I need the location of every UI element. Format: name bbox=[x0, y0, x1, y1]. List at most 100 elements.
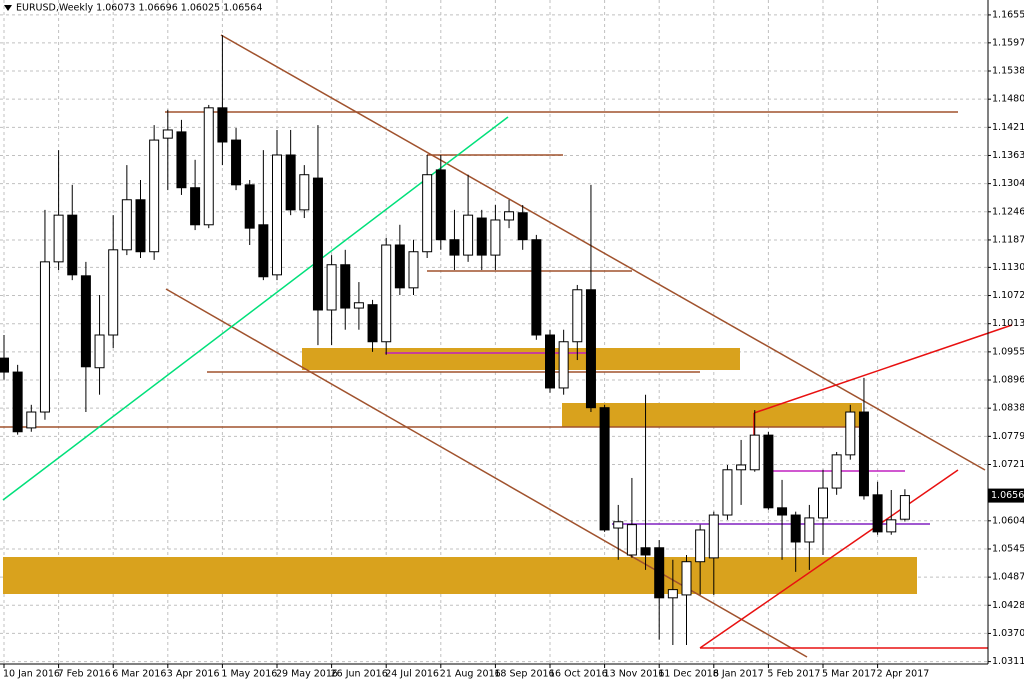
candle-body bbox=[872, 494, 883, 533]
trend-line bbox=[753, 324, 1013, 414]
candle-body bbox=[463, 214, 474, 256]
candle-body bbox=[381, 244, 392, 343]
x-tick-label: 5 Mar 2017 bbox=[822, 669, 876, 680]
x-tick-label: 3 Apr 2016 bbox=[167, 669, 220, 680]
trend-line bbox=[220, 34, 986, 471]
y-tick-label: 1.08965 bbox=[992, 375, 1024, 386]
candle-body bbox=[545, 334, 555, 389]
candle-body bbox=[667, 589, 678, 599]
candle-body bbox=[272, 154, 282, 276]
x-tick-label: 26 Jun 2016 bbox=[331, 669, 388, 680]
y-tick-label: 1.03700 bbox=[992, 628, 1024, 639]
candle-body bbox=[12, 371, 23, 433]
y-tick-label: 1.13045 bbox=[992, 178, 1024, 189]
candle-body bbox=[0, 357, 9, 373]
x-tick-label: 5 Feb 2017 bbox=[767, 669, 820, 680]
candle-body bbox=[408, 251, 419, 289]
candle-body bbox=[149, 139, 160, 253]
candle-body bbox=[80, 275, 91, 368]
y-tick-label: 1.12460 bbox=[992, 206, 1024, 217]
candle-body bbox=[490, 219, 501, 256]
x-tick-label: 8 Jan 2017 bbox=[713, 669, 764, 680]
trend-line bbox=[165, 288, 808, 658]
price-label-box bbox=[988, 488, 1024, 503]
zone bbox=[562, 403, 862, 427]
candle-body bbox=[899, 495, 910, 520]
x-tick-label: 10 Jan 2016 bbox=[3, 669, 60, 680]
candle-body bbox=[585, 289, 596, 409]
candle-body bbox=[818, 487, 828, 519]
candle-body bbox=[531, 239, 542, 336]
candles bbox=[0, 35, 910, 645]
candle-body bbox=[613, 521, 624, 529]
y-tick-label: 1.10720 bbox=[992, 290, 1024, 301]
y-tick-label: 1.04285 bbox=[992, 600, 1024, 611]
candle-body bbox=[626, 524, 637, 556]
candle-body bbox=[831, 454, 842, 489]
candle-body bbox=[176, 131, 187, 189]
candle-body bbox=[681, 561, 692, 596]
candle-body bbox=[572, 289, 583, 343]
y-tick-label: 1.14215 bbox=[992, 122, 1024, 133]
candle-body bbox=[244, 184, 255, 229]
candle-body bbox=[108, 249, 119, 336]
candle-body bbox=[708, 514, 719, 559]
y-tick-label: 1.07210 bbox=[992, 459, 1024, 470]
candle-body bbox=[736, 464, 747, 471]
candle-body bbox=[394, 244, 405, 289]
candle-body bbox=[749, 434, 760, 471]
y-tick-label: 1.11875 bbox=[992, 234, 1024, 245]
x-tick-label: 18 Sep 2016 bbox=[494, 669, 554, 680]
candle-body bbox=[367, 304, 378, 343]
candle-body bbox=[640, 547, 651, 556]
x-tick-label: 29 May 2016 bbox=[276, 669, 338, 680]
y-tick-label: 1.09550 bbox=[992, 346, 1024, 357]
y-tick-label: 1.10135 bbox=[992, 318, 1024, 329]
candle-body bbox=[67, 214, 78, 276]
candle-body bbox=[190, 187, 201, 226]
y-tick-label: 1.15385 bbox=[992, 65, 1024, 76]
zone bbox=[3, 557, 917, 594]
candle-body bbox=[504, 211, 515, 221]
candle-body bbox=[804, 517, 815, 543]
y-tick-label: 1.04870 bbox=[992, 572, 1024, 583]
candle-body bbox=[53, 214, 64, 263]
x-tick-label: 2 Apr 2017 bbox=[877, 669, 930, 680]
candle-body bbox=[203, 107, 214, 226]
candle-body bbox=[722, 469, 733, 516]
candle-body bbox=[886, 519, 897, 533]
candle-body bbox=[599, 407, 610, 531]
y-tick-label: 1.05455 bbox=[992, 543, 1024, 554]
trend-line bbox=[699, 469, 959, 649]
candle-body bbox=[340, 264, 351, 309]
candle-body bbox=[162, 129, 173, 139]
candle-body bbox=[299, 174, 310, 211]
y-tick-label: 1.16550 bbox=[992, 9, 1024, 20]
candle-body bbox=[449, 239, 460, 256]
price-label: 1.06564 bbox=[991, 490, 1024, 501]
candle-body bbox=[231, 139, 242, 186]
title-icon bbox=[4, 5, 12, 11]
x-tick-label: 24 Jul 2016 bbox=[385, 669, 439, 680]
candle-body bbox=[654, 547, 665, 599]
y-tick-label: 1.13630 bbox=[992, 150, 1024, 161]
candle-body bbox=[858, 411, 869, 497]
y-tick-label: 1.07795 bbox=[992, 431, 1024, 442]
candle-body bbox=[422, 174, 433, 253]
zone bbox=[302, 348, 740, 370]
y-tick-label: 1.15970 bbox=[992, 37, 1024, 48]
candle-body bbox=[258, 224, 269, 278]
y-tick-label: 1.06040 bbox=[992, 515, 1024, 526]
candle-body bbox=[217, 107, 228, 143]
x-tick-label: 11 Dec 2016 bbox=[658, 669, 719, 680]
y-tick-label: 1.11305 bbox=[992, 262, 1024, 273]
candle-body bbox=[763, 434, 774, 509]
drawings bbox=[0, 34, 1013, 658]
candle-body bbox=[121, 199, 132, 251]
x-tick-label: 7 Feb 2016 bbox=[58, 669, 111, 680]
candle-body bbox=[353, 302, 364, 309]
candle-body bbox=[326, 264, 337, 311]
candle-body bbox=[39, 261, 50, 413]
